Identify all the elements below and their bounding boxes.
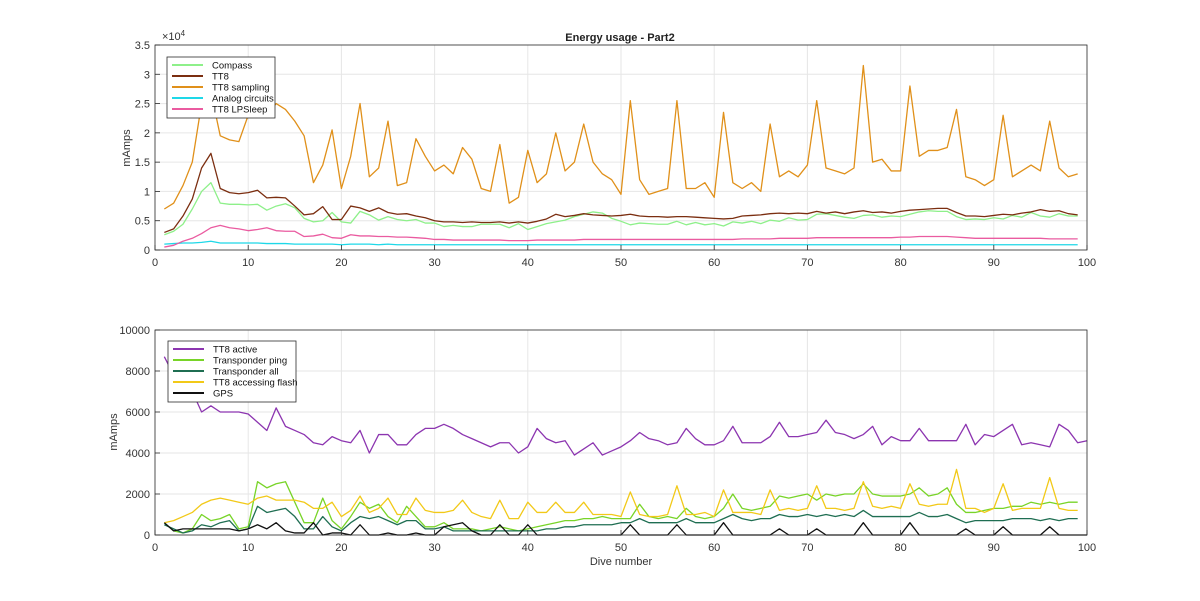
legend-label-tt8-accessing-flash: TT8 accessing flash [213,378,297,389]
bottom-x-tick-label: 0 [152,542,158,554]
top-y-tick-label: 2.5 [135,99,150,111]
bottom-x-tick-label: 20 [335,542,347,554]
bottom-x-axis-label: Dive number [590,556,653,568]
bottom-x-tick-label: 100 [1078,542,1096,554]
legend-label-tt8-lpsleep: TT8 LPSleep [212,105,267,116]
top-x-tick-label: 80 [894,257,906,269]
top-y-axis-label: mAmps [121,129,133,167]
top-x-tick-label: 100 [1078,257,1096,269]
bottom-y-tick-label: 10000 [119,325,150,337]
series-line-tt8-active [163,356,1088,456]
bottom-chart: 0 10 20 30 40 50 60 70 80 90 100 0 2000 4000 6000 8000 1… [108,325,1096,568]
bottom-y-axis-label: mAmps [108,413,120,451]
legend-label-gps: GPS [213,389,233,400]
bottom-y-tick-label: 2000 [126,489,150,501]
legend-label-tt8-sampling: TT8 sampling [212,83,270,94]
bottom-y-tick-label: 4000 [126,448,150,460]
legend-label-transponder-ping: Transponder ping [213,356,287,367]
legend-label-transponder-all: Transponder all [213,367,279,378]
top-y-tick-label: 2 [144,128,150,140]
top-x-tick-label: 90 [988,257,1000,269]
top-y-tick-label: 0 [144,245,150,257]
legend-label-tt8: TT8 [212,72,229,83]
bottom-x-tick-label: 40 [522,542,534,554]
top-x-tick-label: 10 [242,257,254,269]
top-x-tick-label: 40 [522,257,534,269]
top-y-tick-label: 3 [144,69,150,81]
top-x-tick-label: 20 [335,257,347,269]
legend-label-tt8-active: TT8 active [213,345,257,356]
top-x-tick-label: 70 [801,257,813,269]
legend-label-compass: Compass [212,61,252,72]
top-x-tick-label: 50 [615,257,627,269]
bottom-y-tick-label: 6000 [126,407,150,419]
series-line-tt8-accessing-flash [164,468,1078,524]
bottom-x-tick-label: 90 [988,542,1000,554]
top-chart: 0 10 20 30 40 50 60 70 80 90 100 0 0.5 1 1.5 2 2.5 3 3.5 ×… [121,29,1096,269]
series-line-transponder-ping [163,481,1078,534]
figure-title: Energy usage - Part2 [565,32,674,44]
bottom-y-tick-label: 0 [144,530,150,542]
legend-label-analog-circuits: Analog circuits [212,94,274,105]
bottom-y-tick-label: 8000 [126,366,150,378]
top-x-tick-label: 60 [708,257,720,269]
top-x-tick-label: 0 [152,257,158,269]
series-line-analog-circuits [164,240,1078,246]
series-line-tt8-sampling [163,64,1078,210]
top-x-tick-label: 30 [428,257,440,269]
bottom-x-tick-label: 80 [894,542,906,554]
bottom-x-tick-label: 70 [801,542,813,554]
bottom-x-tick-label: 60 [708,542,720,554]
top-y-tick-label: 0.5 [135,216,150,228]
bottom-x-tick-label: 50 [615,542,627,554]
top-y-exponent: ×104 [162,29,186,43]
series-line-compass [164,181,1078,236]
series-line-tt8-lpsleep [164,224,1078,248]
top-y-tick-label: 1.5 [135,157,150,169]
series-line-tt8 [164,152,1078,234]
bottom-x-tick-label: 30 [428,542,440,554]
bottom-x-tick-label: 10 [242,542,254,554]
top-y-tick-label: 1 [144,186,150,198]
top-y-tick-label: 3.5 [135,40,150,52]
series-line-transponder-all [164,505,1078,534]
